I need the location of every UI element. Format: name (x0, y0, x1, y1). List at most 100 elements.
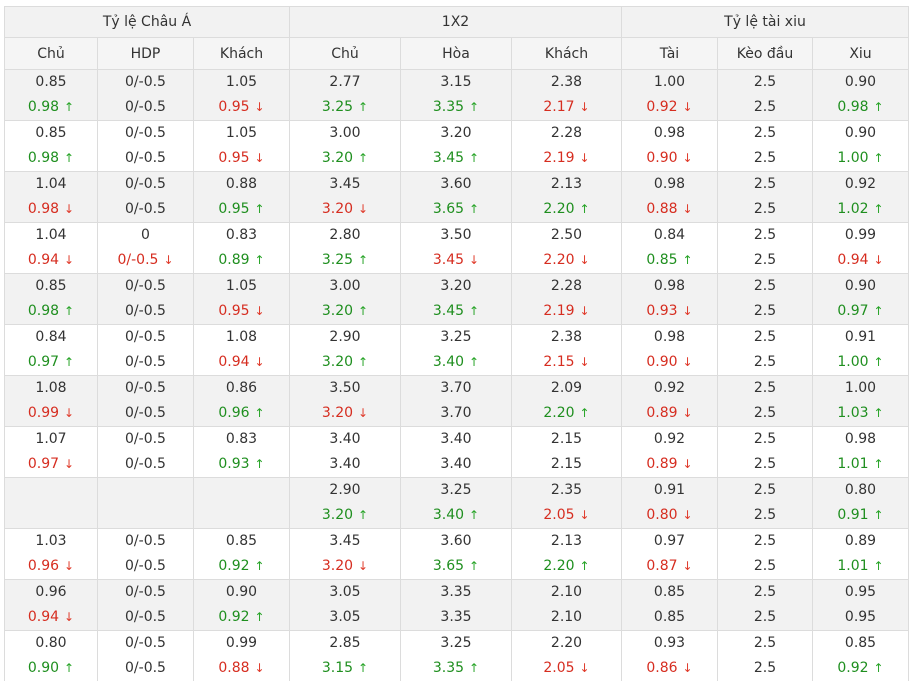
current-odds: 3.20 (321, 558, 354, 574)
opening-odds: 2.5 (753, 227, 777, 243)
odds-cell-asian-home: 1.04 0.94 ↓ (4, 222, 98, 274)
arrow-down-icon: ↓ (682, 355, 693, 369)
opening-odds: 0.90 (844, 278, 877, 294)
odds-cell-asian-handicap: 0/-0.5 0/-0.5 (97, 171, 194, 223)
current-odds: 2.5 (753, 558, 777, 574)
current-odds-line: 3.20 ↓ (290, 401, 400, 426)
odds-cell-1x2-home: 3.05 3.05 (289, 579, 401, 631)
current-odds-line: 2.5 (718, 452, 812, 477)
group-header-1x2: 1X2 (289, 6, 622, 38)
odds-cell-asian-home: 1.08 0.99 ↓ (4, 375, 98, 427)
arrow-down-icon: ↓ (682, 202, 693, 216)
current-odds-line: 0/-0.5 ↓ (98, 248, 193, 273)
current-odds-line: 0.89 ↑ (194, 248, 289, 273)
opening-odds: 0.90 (225, 584, 258, 600)
current-odds-line: 2.20 ↑ (512, 197, 621, 222)
opening-odds: 0.99 (844, 227, 877, 243)
opening-odds: 0/-0.5 (125, 380, 166, 396)
opening-odds: 2.5 (753, 635, 777, 651)
odds-cell-asian-away: 0.99 0.88 ↓ (193, 630, 290, 681)
current-odds-line: 3.45 ↑ (401, 146, 511, 171)
opening-odds: 2.5 (753, 584, 777, 600)
arrow-down-icon: ↓ (682, 457, 693, 471)
arrow-down-icon: ↓ (64, 406, 75, 420)
opening-odds (194, 478, 289, 503)
arrow-up-icon: ↑ (579, 559, 590, 573)
current-odds: 0.90 (646, 354, 678, 370)
arrow-up-icon: ↑ (358, 661, 369, 675)
arrow-up-icon: ↑ (254, 457, 265, 471)
opening-odds: 0.85 (844, 635, 877, 651)
opening-odds: 0/-0.5 (125, 533, 166, 549)
arrow-up-icon: ↑ (873, 559, 884, 573)
current-odds: 1.00 (837, 150, 869, 166)
odds-cell-under: 0.91 1.00 ↑ (812, 324, 909, 376)
arrow-up-icon: ↑ (64, 304, 75, 318)
odds-cell-1x2-away: 2.10 2.10 (511, 579, 622, 631)
arrow-up-icon: ↑ (469, 661, 480, 675)
current-odds: 0/-0.5 (125, 558, 166, 574)
current-odds: 0/-0.5 (125, 201, 166, 217)
odds-cell-asian-handicap: 0/-0.5 0/-0.5 (97, 528, 194, 580)
odds-cell-asian-home: 0.85 0.98 ↑ (4, 273, 98, 325)
opening-odds: 0.85 (35, 125, 67, 141)
current-odds-line: 0.92 ↑ (194, 554, 289, 579)
arrow-down-icon: ↓ (254, 355, 265, 369)
opening-odds: 2.85 (329, 635, 361, 651)
odds-cell-1x2-draw: 3.60 3.65 ↑ (400, 171, 512, 223)
odds-cell-1x2-home: 2.90 3.20 ↑ (289, 324, 401, 376)
group-header-asian: Tỷ lệ Châu Á (4, 6, 290, 38)
odds-cell-line: 2.5 2.5 (717, 120, 813, 172)
current-odds-line: 2.5 (718, 146, 812, 171)
current-odds: 2.5 (753, 303, 777, 319)
current-odds: 0.94 (27, 252, 60, 268)
current-odds: 3.35 (432, 99, 465, 115)
current-odds: 3.05 (329, 609, 361, 625)
current-odds-line: 0.85 ↑ (622, 248, 717, 273)
current-odds-line: 2.20 ↓ (512, 248, 621, 273)
opening-odds: 0.98 (653, 278, 686, 294)
odds-cell-1x2-home: 3.40 3.40 (289, 426, 401, 478)
current-odds: 1.01 (837, 558, 869, 574)
odds-cell-over: 1.00 0.92 ↓ (621, 69, 718, 121)
opening-odds: 0/-0.5 (125, 125, 166, 141)
current-odds-line (5, 503, 97, 528)
arrow-up-icon: ↑ (254, 202, 265, 216)
arrow-up-icon: ↑ (873, 151, 884, 165)
current-odds-line: 2.5 (718, 299, 812, 324)
arrow-down-icon: ↓ (163, 253, 174, 267)
table-row: 2.90 3.20 ↑ 3.25 3.40 ↑ 2.35 2.05 ↓ 0.91 0.80 ↓ 2.5 2… (4, 477, 909, 529)
current-odds: 0/-0.5 (117, 252, 159, 268)
current-odds-line: 0/-0.5 (98, 452, 193, 477)
arrow-up-icon: ↑ (469, 202, 480, 216)
odds-cell-line: 2.5 2.5 (717, 477, 813, 529)
current-odds-line: 3.65 ↑ (401, 197, 511, 222)
current-odds-line: 0/-0.5 (98, 146, 193, 171)
odds-cell-asian-home: 0.85 0.98 ↑ (4, 69, 98, 121)
col-header-1x2-draw: Hòa (400, 37, 512, 70)
arrow-up-icon: ↑ (358, 304, 369, 318)
current-odds-line: 0.92 ↑ (813, 656, 908, 681)
current-odds: 0.95 (218, 303, 250, 319)
current-odds-line: 0.86 ↓ (622, 656, 717, 681)
arrow-up-icon: ↑ (358, 100, 369, 114)
arrow-down-icon: ↓ (873, 253, 884, 267)
current-odds: 0.88 (646, 201, 678, 217)
odds-cell-1x2-away: 2.15 2.15 (511, 426, 622, 478)
current-odds: 3.25 (321, 99, 354, 115)
opening-odds: 0.85 (225, 533, 258, 549)
arrow-down-icon: ↓ (579, 151, 590, 165)
current-odds: 1.03 (837, 405, 869, 421)
current-odds-line: 0.96 ↑ (194, 401, 289, 426)
opening-odds: 2.5 (753, 278, 777, 294)
current-odds: 1.02 (837, 201, 869, 217)
group-header-row: Tỷ lệ Châu Á 1X2 Tỷ lệ tài xiu (4, 6, 909, 38)
opening-odds: 2.5 (753, 125, 777, 141)
odds-cell-line: 2.5 2.5 (717, 375, 813, 427)
current-odds: 2.20 (543, 252, 575, 268)
current-odds-line: 3.20 ↓ (290, 197, 400, 222)
odds-cell-over: 0.98 0.90 ↓ (621, 324, 718, 376)
arrow-down-icon: ↓ (579, 508, 590, 522)
opening-odds: 0.86 (225, 380, 258, 396)
arrow-up-icon: ↑ (469, 151, 480, 165)
